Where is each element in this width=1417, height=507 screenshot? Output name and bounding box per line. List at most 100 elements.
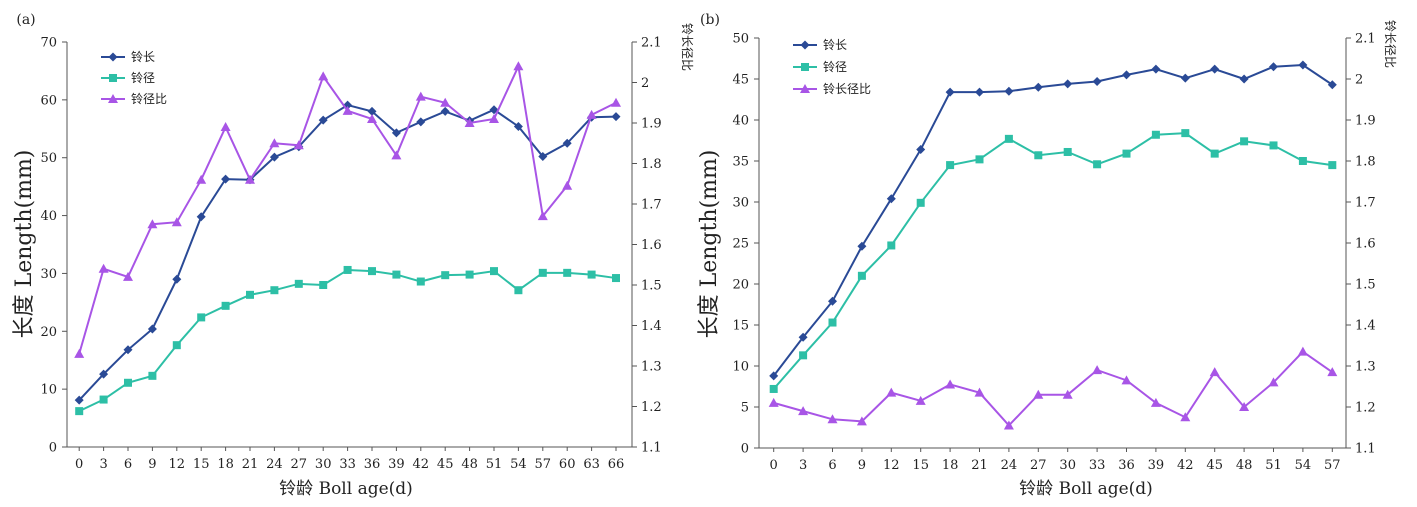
data-point-0 — [975, 87, 984, 97]
x-tick-label: 27 — [1030, 458, 1047, 473]
x-tick-label: 15 — [912, 458, 929, 473]
data-point-2 — [513, 61, 524, 71]
y-tick-label-left: 0 — [49, 441, 57, 456]
data-point-1 — [769, 384, 778, 393]
x-tick-label: 54 — [510, 457, 527, 472]
data-point-1 — [1181, 129, 1190, 138]
data-point-0 — [562, 138, 572, 148]
y-tick-label-left: 20 — [40, 325, 57, 340]
data-point-1 — [124, 378, 132, 387]
y-tick-label-right: 1.6 — [1355, 237, 1376, 252]
data-point-0 — [391, 128, 401, 138]
data-point-0 — [416, 117, 426, 127]
x-tick-label: 24 — [266, 457, 283, 472]
x-tick-label: 30 — [1059, 458, 1076, 473]
data-point-2 — [342, 105, 353, 115]
y-tick-label-left: 20 — [732, 278, 749, 293]
legend-swatch-marker — [108, 52, 118, 62]
x-tick-label: 12 — [169, 457, 186, 472]
data-point-1 — [270, 286, 279, 295]
data-point-2 — [1033, 389, 1044, 399]
x-tick-label: 0 — [770, 458, 778, 473]
x-tick-label: 18 — [942, 458, 959, 473]
data-point-0 — [1151, 64, 1161, 74]
data-point-2 — [1150, 397, 1161, 407]
data-point-0 — [1063, 79, 1073, 89]
x-tick-label: 48 — [461, 457, 478, 472]
data-point-1 — [1298, 157, 1307, 165]
data-point-2 — [974, 387, 985, 397]
x-tick-label: 45 — [1206, 458, 1223, 473]
y-tick-label-left: 5 — [741, 401, 749, 416]
y-tick-label-left: 0 — [741, 442, 749, 457]
data-point-2 — [269, 138, 280, 148]
data-point-2 — [489, 113, 499, 123]
x-tick-label: 48 — [1236, 458, 1253, 473]
y-tick-label-left: 40 — [40, 209, 57, 224]
y-axis-title-left: 长度 Length(mm) — [697, 150, 722, 339]
y-tick-label-left: 10 — [732, 360, 749, 375]
data-point-0 — [886, 194, 896, 204]
x-tick-label: 0 — [75, 457, 83, 472]
data-point-0 — [769, 371, 779, 381]
data-point-1 — [857, 271, 866, 280]
data-point-2 — [1297, 346, 1308, 356]
data-point-2 — [440, 97, 451, 107]
data-point-1 — [368, 267, 376, 276]
x-tick-label: 60 — [559, 457, 576, 472]
y-tick-label-right: 2.1 — [1355, 32, 1376, 47]
y-tick-label-left: 30 — [40, 267, 57, 282]
y-tick-label-right: 2 — [1355, 73, 1363, 88]
data-point-0 — [945, 87, 955, 97]
data-point-0 — [440, 106, 450, 116]
x-tick-label: 3 — [799, 458, 807, 473]
data-point-0 — [828, 296, 837, 306]
data-point-2 — [391, 150, 402, 160]
y-tick-label-left: 50 — [732, 32, 749, 47]
x-tick-label: 6 — [124, 457, 132, 472]
data-point-1 — [1151, 130, 1160, 139]
data-point-1 — [392, 270, 401, 279]
data-point-1 — [75, 407, 84, 416]
data-point-0 — [611, 112, 621, 122]
data-point-1 — [587, 270, 596, 279]
data-point-1 — [975, 155, 984, 164]
data-point-1 — [172, 341, 181, 350]
chart-panel-0: 0102030405060701.11.21.31.41.51.61.71.81… — [12, 12, 695, 499]
data-point-0 — [538, 152, 548, 162]
legend-label: 铃长 — [131, 49, 155, 64]
x-tick-label: 57 — [535, 457, 552, 472]
y-tick-label-right: 1.5 — [1355, 278, 1376, 293]
x-axis-title: 铃龄 Boll age(d) — [1019, 479, 1153, 499]
legend-label: 铃径比 — [131, 91, 167, 106]
data-point-2 — [1062, 389, 1073, 399]
x-tick-label: 27 — [291, 457, 308, 472]
data-point-2 — [856, 416, 867, 426]
data-point-0 — [1327, 80, 1337, 90]
data-point-1 — [1240, 137, 1249, 146]
y-axis-title-left: 长度 Length(mm) — [12, 150, 37, 339]
x-tick-label: 36 — [364, 457, 381, 472]
data-point-1 — [887, 241, 896, 250]
legend-swatch-marker — [800, 40, 810, 50]
series-line-2 — [773, 350, 1333, 427]
y-tick-label-right: 1.9 — [641, 117, 662, 132]
chart-panel-1: 051015202530354045501.11.21.31.41.51.61.… — [697, 12, 1398, 499]
data-point-0 — [1239, 74, 1249, 84]
y-tick-label-left: 60 — [40, 93, 57, 108]
data-point-2 — [98, 263, 109, 273]
data-point-0 — [196, 212, 206, 222]
data-point-2 — [367, 113, 377, 123]
legend-label: 铃长径比 — [823, 81, 871, 96]
data-point-2 — [586, 109, 597, 119]
data-point-2 — [1327, 367, 1338, 377]
data-point-0 — [1298, 60, 1308, 70]
data-point-0 — [74, 395, 84, 405]
data-point-0 — [172, 274, 182, 284]
y-tick-label-left: 40 — [732, 114, 749, 129]
x-tick-label: 51 — [1265, 458, 1282, 473]
data-point-1 — [1210, 149, 1219, 158]
data-point-2 — [611, 97, 621, 107]
y-tick-label-left: 45 — [732, 73, 749, 88]
